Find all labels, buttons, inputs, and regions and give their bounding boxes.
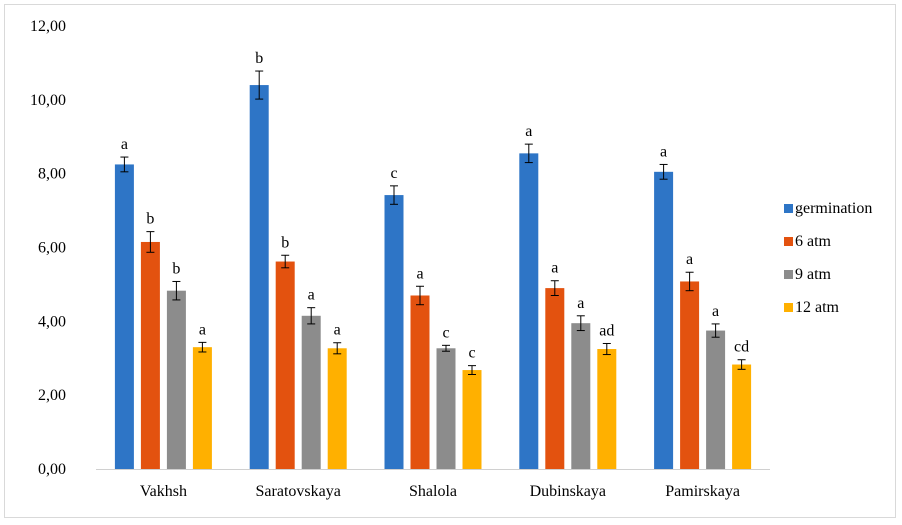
significance-label: a [577,295,584,312]
bar [732,364,752,469]
y-tick-label: 12,00 [30,18,66,35]
significance-label: c [442,324,449,341]
legend-swatch [784,270,793,279]
significance-label: ad [599,322,614,339]
legend-swatch [784,303,793,312]
significance-label: a [199,321,206,338]
significance-label: cd [734,339,749,356]
bar [654,171,674,469]
x-category-label: Dubinskaya [530,483,606,500]
bar [706,330,726,469]
bar [275,261,295,469]
bar [384,195,404,469]
x-category-label: Vakhsh [140,483,187,500]
significance-label: c [468,345,475,362]
x-axis-categories: Vakhsh Saratovskaya Shalola Dubinskaya Pamir… [140,483,740,500]
significance-label: b [281,234,289,251]
bar [249,85,269,470]
bar [436,348,456,469]
legend-label: 9 atm [795,266,832,283]
legend: germination 6 atm 9 atm 12 atm [784,200,872,316]
bar [410,295,430,469]
bar [166,290,186,469]
y-tick-label: 2,00 [38,387,66,404]
significance-label: a [551,260,558,277]
significance-label: b [172,260,180,277]
significance-label: a [712,303,719,320]
y-axis-ticks: 0,00 2,00 4,00 6,00 8,00 10,00 12,00 [30,18,66,478]
significance-label: a [660,143,667,160]
bar [140,241,160,469]
y-tick-label: 6,00 [38,240,66,257]
significance-label: c [390,165,397,182]
bar [462,370,482,469]
significance-label: b [146,211,154,228]
significance-label: b [255,50,263,67]
significance-label: a [334,322,341,339]
bar [519,153,539,470]
significance-label: a [686,251,693,268]
legend-label: 6 atm [795,233,832,250]
bar [545,288,565,469]
x-category-label: Saratovskaya [256,483,341,500]
bar [301,315,321,469]
significance-label: a [308,287,315,304]
bar [571,323,591,469]
bar [327,348,347,469]
legend-swatch [784,204,793,213]
x-category-label: Shalola [409,483,457,500]
legend-label: germination [795,200,872,217]
x-category-label: Pamirskaya [665,483,740,500]
bar [597,349,617,469]
y-tick-label: 10,00 [30,92,66,109]
significance-label: a [121,136,128,153]
y-tick-label: 0,00 [38,461,66,478]
legend-swatch [784,237,793,246]
significance-label: a [416,265,423,282]
bar [114,164,134,469]
y-tick-label: 8,00 [38,166,66,183]
significance-label: a [525,123,532,140]
bar [192,347,212,469]
y-tick-label: 4,00 [38,313,66,330]
bar [680,281,700,469]
legend-label: 12 atm [795,299,840,316]
